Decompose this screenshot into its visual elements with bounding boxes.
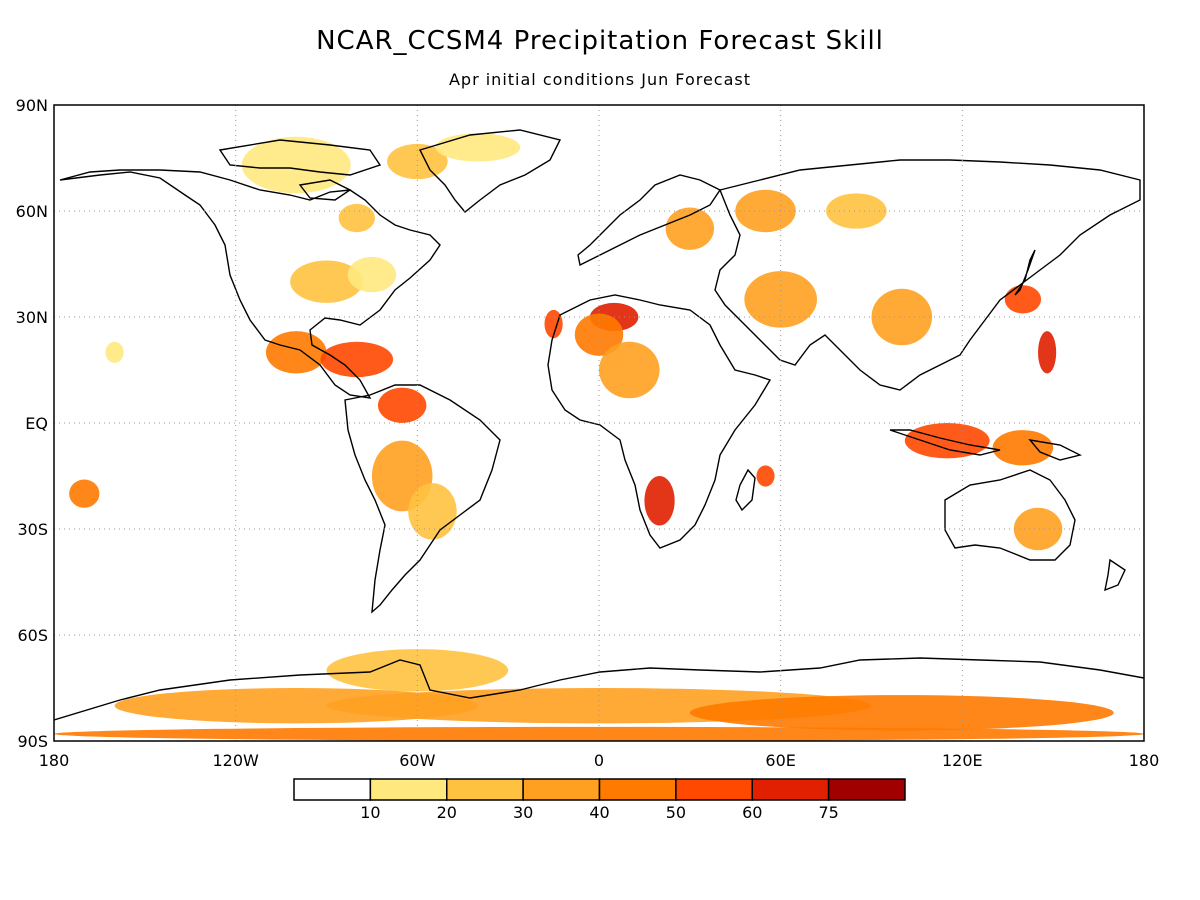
skill-patch <box>1038 331 1057 374</box>
longitude-label: 60E <box>765 751 795 770</box>
skill-patch <box>241 136 351 194</box>
colorbar-swatch <box>369 778 448 801</box>
skill-patch <box>69 479 100 508</box>
skill-patches <box>54 133 1144 741</box>
longitude-label: 60W <box>399 751 435 770</box>
coastline-north-america <box>59 169 441 399</box>
longitude-label: 0 <box>594 751 604 770</box>
longitude-label: 180 <box>1129 751 1160 770</box>
skill-patch <box>826 193 887 229</box>
longitude-label: 180 <box>39 751 70 770</box>
colorbar-label: 20 <box>437 803 457 822</box>
latitude-label: 90N <box>16 96 48 115</box>
skill-patch <box>1004 285 1042 314</box>
colorbar-swatch <box>751 778 830 801</box>
skill-patch <box>338 203 375 233</box>
coastline-arctic-islands <box>218 139 382 176</box>
colorbar-label: 50 <box>666 803 686 822</box>
skill-patch <box>574 313 624 356</box>
coastline-africa <box>547 294 772 549</box>
skill-patch <box>644 476 675 526</box>
colorbar-label: 30 <box>513 803 533 822</box>
colorbar <box>293 778 906 801</box>
skill-patch <box>54 726 1144 741</box>
skill-patch <box>871 288 933 346</box>
skill-patch <box>114 688 478 724</box>
skill-patch <box>904 423 990 459</box>
latitude-label: EQ <box>25 414 48 433</box>
colorbar-label: 75 <box>818 803 838 822</box>
longitude-label: 120E <box>942 751 983 770</box>
colorbar-swatch <box>293 778 372 801</box>
skill-patch <box>689 695 1114 731</box>
latitude-label: 60N <box>16 202 48 221</box>
skill-patch <box>265 331 327 374</box>
colorbar-label: 60 <box>742 803 762 822</box>
skill-patch <box>992 430 1054 466</box>
coastline-europe <box>577 174 722 267</box>
map-subtitle: Apr initial conditions Jun Forecast <box>448 70 752 89</box>
colorbar-labels: 10 20 30 40 50 60 75 <box>360 803 839 822</box>
skill-patch <box>599 341 660 399</box>
coastline-new-zealand <box>1104 558 1126 592</box>
skill-patch <box>377 387 427 424</box>
colorbar-label: 10 <box>360 803 380 822</box>
skill-patch <box>290 260 363 303</box>
skill-patch <box>105 341 124 363</box>
longitude-label: 120W <box>212 751 259 770</box>
coastline-asia <box>714 159 1141 391</box>
skill-patch <box>435 133 521 162</box>
skill-patch <box>347 256 397 293</box>
latitude-label: 90S <box>17 732 48 751</box>
colorbar-swatch <box>827 778 906 801</box>
latitude-label: 30N <box>16 308 48 327</box>
skill-patch <box>387 143 448 180</box>
coastline-australia <box>944 469 1076 561</box>
colorbar-swatch <box>522 778 601 801</box>
latitude-label: 30S <box>17 520 48 539</box>
coastline-new-guinea <box>1028 438 1083 461</box>
coastline-indonesia <box>889 429 1001 456</box>
map-frame <box>53 104 1145 742</box>
coastline-arctic-islands-2 <box>298 179 352 201</box>
map-title: NCAR_CCSM4 Precipitation Forecast Skill <box>316 26 884 56</box>
coastline-antarctica <box>54 657 1144 721</box>
coastline-greenland <box>419 129 562 213</box>
colorbar-swatch <box>675 778 753 801</box>
skill-patch <box>408 483 457 540</box>
skill-patch <box>756 465 775 487</box>
colorbar-swatch <box>446 778 524 801</box>
skill-patch <box>744 271 818 328</box>
skill-patch <box>665 207 715 250</box>
coastlines <box>54 129 1144 721</box>
colorbar-label: 40 <box>589 803 609 822</box>
latitude-labels: 90N 60N 30N EQ 30S 60S 90S <box>16 96 48 751</box>
coastline-japan <box>1014 249 1036 296</box>
coastline-south-america <box>344 384 501 614</box>
gridlines <box>54 105 1144 741</box>
skill-patch <box>320 341 394 378</box>
colorbar-swatch <box>598 778 677 801</box>
coastline-madagascar <box>735 468 756 512</box>
latitude-label: 60S <box>17 626 48 645</box>
skill-patch <box>1013 507 1063 551</box>
longitude-labels: 180 120W 60W 0 60E 120E 180 <box>39 751 1160 770</box>
